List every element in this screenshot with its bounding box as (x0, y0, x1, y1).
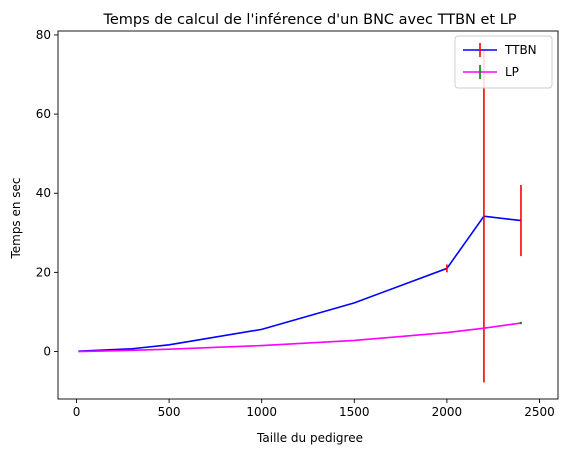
x-tick-label: 2000 (432, 405, 463, 419)
y-tick-label: 40 (36, 186, 51, 200)
y-tick-label: 80 (36, 28, 51, 42)
x-tick-label: 1000 (246, 405, 277, 419)
series-line-ttbn (78, 215, 522, 352)
x-tick-label: 500 (158, 405, 181, 419)
legend: TTBN LP (454, 35, 553, 89)
x-tick-label: 0 (73, 405, 81, 419)
plot-frame (57, 30, 559, 400)
legend-label-ttbn: TTBN (504, 43, 537, 57)
y-tick-label: 60 (36, 107, 51, 121)
y-axis-label: Temps en sec (9, 177, 23, 259)
legend-label-lp: LP (505, 65, 519, 79)
series-line-lp (78, 322, 522, 353)
y-tick-label: 0 (43, 345, 51, 359)
chart-title: Temps de calcul de l'inférence d'un BNC … (102, 12, 516, 28)
axes: 0 500 1000 1500 2000 2500 0 20 40 60 80 (36, 28, 559, 419)
x-tick-label: 1500 (339, 405, 370, 419)
legend-box (454, 35, 553, 89)
y-tick-label: 20 (36, 265, 51, 279)
x-tick-label: 2500 (524, 405, 555, 419)
plot-area (78, 49, 522, 383)
x-axis-label: Taille du pedigree (256, 431, 363, 445)
